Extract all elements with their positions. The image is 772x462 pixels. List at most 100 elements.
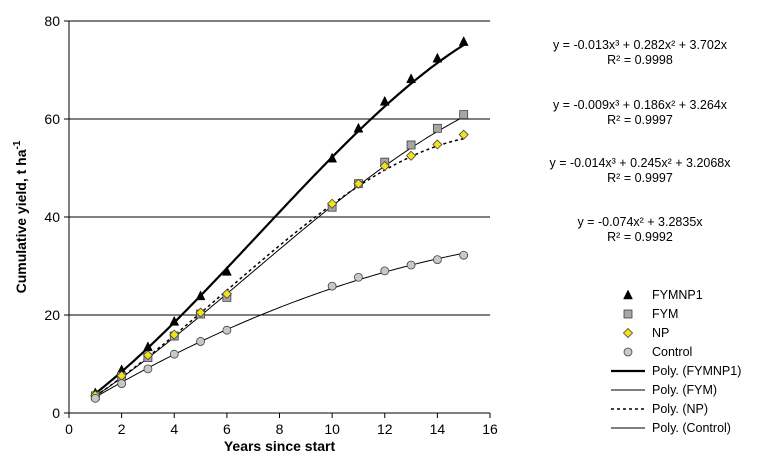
y-tick-label: 40: [44, 209, 60, 225]
data-point-control: [459, 250, 469, 260]
data-point-np: [169, 329, 180, 340]
equation-text: y = -0.014x³ + 0.245x² + 3.2068x: [549, 156, 731, 170]
legend-label: Poly. (FYM): [652, 382, 718, 397]
r-squared-text: R² = 0.9997: [607, 113, 673, 127]
data-point-control: [143, 364, 153, 374]
data-point-fymnp1: [406, 73, 416, 84]
equation-text: y = -0.013x³ + 0.282x² + 3.702x: [552, 38, 728, 52]
x-tick-label: 12: [377, 421, 393, 437]
trendline-equation: y = -0.009x³ + 0.186x² + 3.264x R² = 0.99…: [510, 98, 770, 128]
trendlines: [94, 44, 465, 398]
legend-item-poly-fym: Poly. (FYM): [610, 380, 741, 399]
legend-label: Poly. (Control): [652, 420, 731, 435]
legend: FYMNP1 FYM NP Control Poly. (FYMNP1) Poly. (F…: [610, 285, 741, 437]
data-point-np: [353, 178, 364, 189]
trendline-equation: y = -0.074x² + 3.2835x R² = 0.9992: [510, 215, 770, 245]
legend-label: NP: [652, 325, 670, 340]
data-point-fymnp1: [169, 315, 180, 326]
y-tick-label: 60: [44, 111, 60, 127]
legend-symbol: [623, 289, 633, 300]
data-point-fymnp1: [432, 52, 443, 63]
legend-marker-fymnp1: [623, 289, 633, 300]
y-tick-label: 0: [52, 405, 60, 421]
legend-symbol: [623, 347, 633, 357]
legend-marker-np: [622, 327, 634, 339]
legend-item-np: NP: [610, 323, 741, 342]
r-squared-text: R² = 0.9992: [607, 230, 673, 244]
data-point-control: [432, 255, 442, 265]
x-tick-label: 14: [430, 421, 446, 437]
equation-text: y = -0.074x² + 3.2835x: [577, 215, 703, 229]
y-tick-label: 20: [44, 307, 60, 323]
data-point-control: [380, 266, 390, 276]
legend-label: FYM: [652, 306, 679, 321]
legend-label: Poly. (FYMNP1): [652, 363, 742, 378]
data-point-control: [90, 393, 100, 403]
data-point-np: [142, 350, 154, 361]
tick-labels: 0 2 4 6 8 10 12 14 16 0 20 40 60 80: [44, 13, 498, 437]
data-point-fymnp1: [195, 290, 206, 301]
trendline-equation: y = -0.014x³ + 0.245x² + 3.2068x R² = 0.9…: [510, 156, 770, 186]
legend-item-poly-np: Poly. (NP): [610, 399, 741, 418]
legend-item-poly-control: Poly. (Control): [610, 418, 741, 437]
data-point-control: [327, 281, 337, 291]
x-tick-label: 10: [324, 421, 340, 437]
data-point-np: [458, 129, 469, 140]
legend-label: Poly. (NP): [652, 401, 709, 416]
data-point-control: [169, 349, 179, 359]
data-point-fymnp1: [221, 265, 232, 276]
x-axis-label: Years since start: [224, 438, 336, 454]
gridlines: [69, 20, 490, 316]
data-point-np: [221, 288, 232, 299]
data-point-fym: [459, 110, 469, 119]
legend-label: Control: [652, 344, 693, 359]
x-tick-label: 8: [276, 421, 284, 437]
legend-item-control: Control: [610, 342, 741, 361]
x-tick-label: 16: [482, 421, 498, 437]
data-point-fymnp1: [327, 152, 338, 163]
trendline-equation: y = -0.013x³ + 0.282x² + 3.702x R² = 0.99…: [510, 38, 770, 68]
y-axis-label-main: Cumulative yield, t ha: [13, 149, 29, 293]
trendline-control: [95, 252, 464, 398]
x-tick-label: 6: [223, 421, 231, 437]
data-point-np: [195, 307, 206, 318]
x-tick-label: 4: [170, 421, 178, 437]
axes: [64, 20, 491, 418]
x-tick-label: 0: [65, 421, 73, 437]
data-point-np: [379, 160, 390, 172]
legend-symbol: [622, 327, 634, 339]
equation-text: y = -0.009x³ + 0.186x² + 3.264x: [552, 98, 728, 112]
trendline-fymnp1: [94, 44, 465, 395]
legend-item-fymnp1: FYMNP1: [610, 285, 741, 304]
data-point-fymnp1: [379, 95, 390, 106]
data-point-control: [406, 260, 416, 270]
legend-symbol: [611, 408, 645, 410]
legend-marker-fym: [623, 309, 633, 319]
data-point-fym: [432, 123, 442, 133]
legend-item-fym: FYM: [610, 304, 741, 323]
y-axis-label: Cumulative yield, t ha-1: [12, 140, 29, 293]
legend-label: FYMNP1: [652, 287, 703, 302]
data-point-control: [354, 272, 363, 282]
data-point-np: [432, 139, 443, 150]
y-axis-label-unit-exponent: -1: [12, 140, 23, 149]
legend-symbol: [623, 309, 633, 319]
legend-symbol: [611, 427, 645, 429]
data-point-control: [117, 379, 127, 389]
data-point-fymnp1: [458, 36, 469, 46]
r-squared-text: R² = 0.9998: [607, 53, 673, 67]
data-point-fymnp1: [353, 122, 364, 133]
data-point-np: [405, 150, 417, 161]
r-squared-text: R² = 0.9997: [607, 171, 673, 185]
legend-symbol: [611, 389, 645, 391]
y-tick-label: 80: [44, 13, 60, 29]
legend-symbol: [611, 369, 645, 373]
data-point-np: [327, 198, 338, 209]
data-points: [90, 36, 469, 403]
legend-marker-control: [623, 347, 633, 357]
data-point-fym: [406, 140, 416, 150]
legend-item-poly-fymnp1: Poly. (FYMNP1): [610, 361, 741, 380]
x-tick-label: 2: [118, 421, 126, 437]
data-point-control: [196, 337, 205, 346]
